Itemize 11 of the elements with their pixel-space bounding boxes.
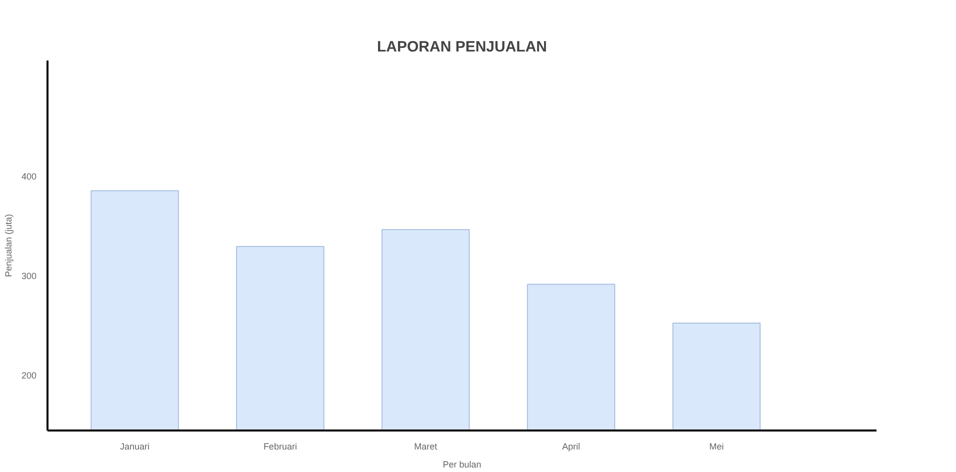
y-tick-label: 300 bbox=[21, 270, 37, 281]
y-tick-label: 200 bbox=[21, 370, 37, 380]
x-tick-label: Maret bbox=[414, 442, 438, 452]
y-tick-label: 400 bbox=[21, 171, 37, 182]
x-axis-title: Per bulan bbox=[442, 460, 482, 470]
x-tick-label: Januari bbox=[120, 442, 150, 452]
x-tick-label: April bbox=[562, 442, 580, 452]
x-tick-label: Februari bbox=[263, 442, 297, 452]
y-axis-title: Penjualan (juta) bbox=[3, 214, 14, 278]
chart-title: LAPORAN PENJUALAN bbox=[376, 38, 548, 56]
x-tick-label: Mei bbox=[709, 442, 724, 452]
